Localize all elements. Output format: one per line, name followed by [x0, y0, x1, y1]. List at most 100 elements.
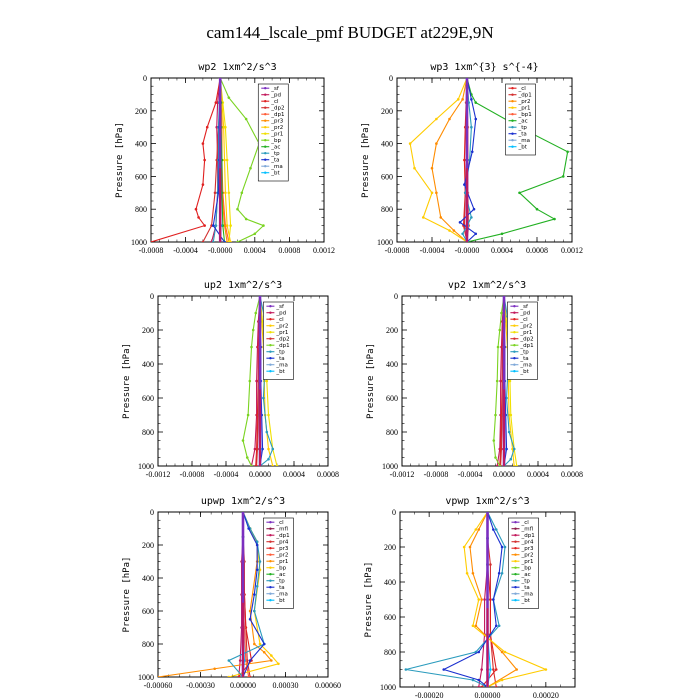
legend: _sf_pd_cl_pr2_pr1_dp2_dp1_tp_ta_ma_bt: [507, 301, 538, 380]
legend-entry: _pr2: [519, 324, 532, 330]
legend-marker: [269, 311, 272, 314]
legend-marker: [269, 350, 272, 353]
series-line-pr1: [463, 512, 548, 687]
legend-entry: _tp: [275, 350, 285, 356]
legend-entry: _dp2: [275, 337, 289, 343]
series-point-cl: [197, 216, 200, 219]
x-tick-label: -0.0004: [173, 246, 198, 255]
legend-marker: [269, 324, 272, 327]
series-point-cl: [203, 158, 206, 162]
legend-marker: [514, 527, 517, 530]
series-point-pr1: [224, 125, 227, 129]
legend-marker: [514, 566, 517, 569]
series-point-ac: [561, 175, 565, 178]
x-tick-label: 0.0012: [313, 246, 335, 255]
series-point-pr2: [471, 571, 475, 575]
series-point-pr1: [477, 598, 481, 601]
series-point-bp: [244, 117, 248, 121]
panel-title: upwp 1xm^2/s^3: [201, 496, 285, 507]
panel-title: wp2 1xm^2/s^3: [198, 62, 276, 73]
legend: _cl_mfl_dp1_pr4_pr3_pr2_pr1_bp_ac_tp_ta_…: [263, 517, 294, 609]
x-tick-label: -0.0000: [208, 246, 233, 255]
series-point-bp: [244, 217, 248, 221]
series-point-pr4: [494, 685, 498, 687]
legend-marker: [269, 566, 272, 569]
legend-entry: _cl: [519, 317, 528, 323]
x-tick-label: 0.00020: [533, 691, 559, 700]
series-point-pr2: [271, 464, 275, 466]
x-tick-label: 0.0008: [561, 470, 583, 479]
legend-entry: _cl: [270, 99, 279, 105]
series-point-dp1: [483, 598, 486, 601]
series-point-pr1: [465, 571, 469, 575]
series-point-bp: [240, 191, 244, 195]
legend-marker: [269, 534, 272, 537]
x-tick-label: -0.0004: [458, 470, 483, 479]
legend-entry: _bt: [275, 598, 285, 604]
series-point-pr1: [421, 216, 425, 219]
series-group: [408, 78, 569, 242]
legend: _sf_pd_cl_dp2_dp1_pr3_pr2_pr1_bp_ac_tp_t…: [257, 83, 289, 182]
y-tick-label: 200: [142, 541, 154, 550]
series-point-pr4: [489, 563, 492, 566]
series-point-bp: [258, 642, 262, 646]
series-point-ta: [253, 593, 256, 596]
x-tick-label: -0.00060: [144, 681, 173, 690]
series-point-dp1: [477, 685, 481, 687]
legend-entry: _pr2: [270, 125, 283, 131]
legend-entry: _pr3: [275, 546, 289, 552]
y-tick-label: 1000: [131, 238, 147, 247]
legend-entry: _pd: [275, 311, 286, 317]
legend-entry: _mfl: [275, 527, 288, 533]
series-point-tp: [271, 447, 275, 451]
y-tick-label: 600: [384, 613, 396, 622]
legend-entry: _dp1: [275, 343, 289, 349]
series-line-tp: [405, 512, 506, 687]
legend: _cl_mfl_dp1_pr4_pr3_pr2_pr1_bp_ac_tp_ta_…: [508, 517, 539, 609]
series-point-pr1: [213, 667, 216, 671]
series-point-ta: [470, 150, 474, 154]
legend-marker: [269, 560, 272, 563]
y-tick-label: 0: [389, 74, 393, 83]
legend-marker: [264, 106, 267, 109]
x-tick-label: 0.0004: [527, 470, 549, 479]
legend-entry: _ta: [521, 585, 530, 591]
legend-marker: [513, 357, 516, 360]
series-point-dp1: [251, 328, 255, 332]
legend-marker: [269, 547, 272, 550]
series-point-pr2: [515, 668, 518, 671]
series-point-dp1: [500, 311, 503, 315]
legend-entry: _bp: [270, 138, 281, 144]
series-point-dp2: [255, 464, 258, 466]
series-point-ta: [442, 668, 446, 671]
series-point-ta: [247, 527, 250, 530]
series-point-pr1: [265, 379, 269, 383]
series-point-pr3: [489, 598, 492, 601]
series-point-dp1: [248, 379, 252, 383]
series-point-dp2: [201, 240, 205, 242]
panel-title: vpwp 1xm^2/s^3: [445, 496, 529, 507]
series-group: [404, 512, 548, 687]
legend: _sf_pd_cl_pr2_pr1_dp2_dp1_tp_ta_ma_bt: [263, 301, 294, 380]
legend-marker: [514, 560, 517, 563]
legend-marker: [514, 540, 517, 543]
legend-entry: _bp: [275, 566, 286, 572]
series-point-pr1: [544, 668, 548, 671]
legend-marker: [511, 126, 514, 129]
legend-marker: [513, 311, 516, 314]
series-point-pr2: [247, 675, 250, 677]
legend-box: [507, 301, 538, 380]
series-point-ta: [223, 240, 226, 242]
legend-marker: [269, 592, 272, 595]
legend-marker: [511, 119, 514, 122]
series-point-ta: [474, 232, 478, 236]
y-tick-label: 800: [142, 428, 154, 437]
y-tick-label: 400: [142, 574, 154, 583]
y-tick-label: 200: [384, 543, 396, 552]
series-point-pr1: [462, 545, 466, 549]
legend-marker: [513, 318, 516, 321]
legend-marker: [514, 534, 517, 537]
series-point-pr1: [456, 98, 460, 101]
legend-entry: _pd: [519, 311, 530, 317]
series-point-tp: [265, 430, 269, 434]
